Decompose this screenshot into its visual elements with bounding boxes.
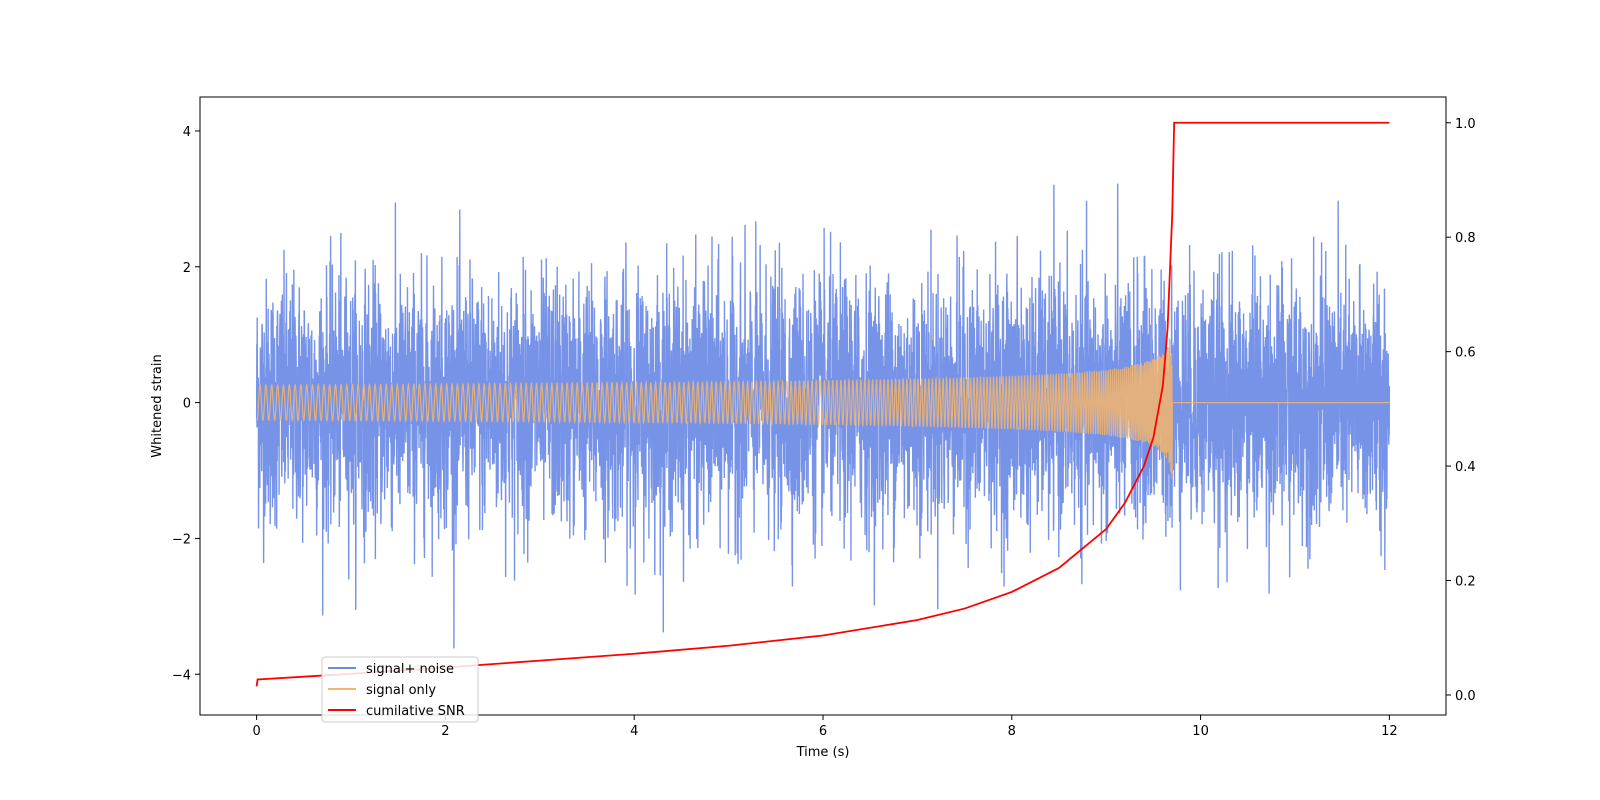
y-tick-label: −2 <box>172 532 191 547</box>
series-layer <box>255 121 1391 687</box>
y2-tick-label: 0.2 <box>1455 575 1476 590</box>
legend-box <box>321 656 479 723</box>
legend-label-signal-noise: signal+ noise <box>366 662 454 677</box>
y-axis-label: Whitened strain <box>150 354 165 457</box>
series-signal-only <box>256 338 1390 479</box>
y-tick-label: 2 <box>183 261 191 276</box>
x-tick-label: 10 <box>1192 724 1209 739</box>
x-tick-label: 4 <box>630 724 638 739</box>
y-tick-label: 4 <box>183 125 191 140</box>
y2-tick-label: 0.8 <box>1455 231 1476 246</box>
x-tick-label: 12 <box>1381 724 1398 739</box>
x-axis-label: Time (s) <box>796 745 850 760</box>
x-tick-label: 0 <box>252 724 260 739</box>
y2-axis-ticks: 0.0 0.2 0.4 0.6 0.8 1.0 <box>1446 117 1476 704</box>
legend-label-signal-only: signal only <box>366 683 436 698</box>
y2-tick-label: 0.4 <box>1455 460 1476 475</box>
x-tick-label: 8 <box>1008 724 1016 739</box>
y-tick-label: −4 <box>172 668 191 683</box>
legend-label-cumulative-snr: cumilative SNR <box>366 704 465 719</box>
y-axis-ticks: −4 −2 0 2 4 <box>172 125 200 683</box>
x-axis-ticks: 0 2 4 6 8 10 12 <box>252 715 1398 739</box>
y2-tick-label: 1.0 <box>1455 117 1476 132</box>
x-tick-label: 2 <box>441 724 449 739</box>
y-tick-label: 0 <box>183 397 191 412</box>
legend: signal+ noise signal only cumilative SNR <box>321 656 479 723</box>
y2-tick-label: 0.6 <box>1455 346 1476 361</box>
y2-tick-label: 0.0 <box>1455 689 1476 704</box>
x-tick-label: 6 <box>819 724 827 739</box>
